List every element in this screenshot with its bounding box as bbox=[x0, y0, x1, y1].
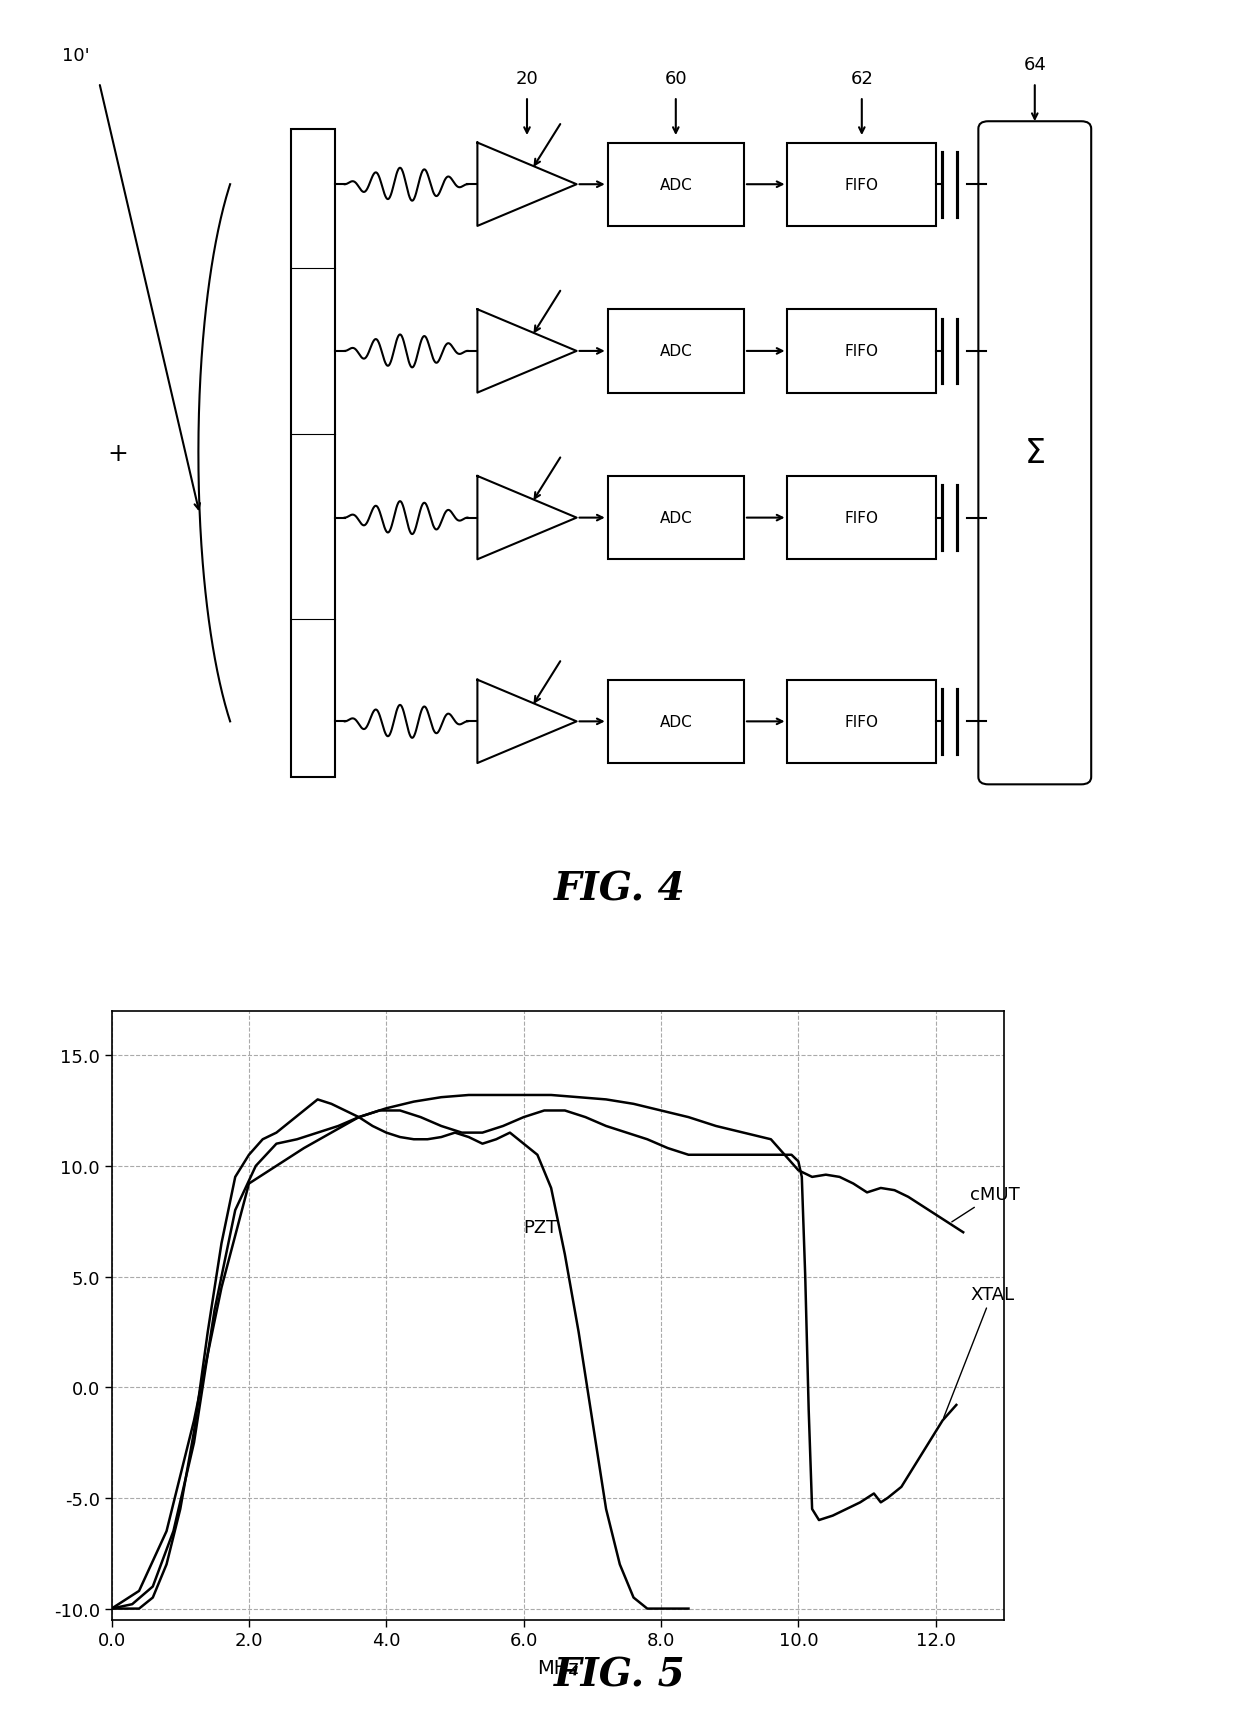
Text: FIFO: FIFO bbox=[844, 345, 879, 360]
Polygon shape bbox=[291, 130, 335, 778]
Text: 62: 62 bbox=[851, 70, 873, 87]
Text: 64: 64 bbox=[1023, 57, 1047, 74]
Text: FIFO: FIFO bbox=[844, 511, 879, 526]
Bar bbox=[787, 680, 936, 763]
Text: FIFO: FIFO bbox=[844, 715, 879, 730]
Text: ADC: ADC bbox=[660, 715, 692, 730]
Text: FIG. 5: FIG. 5 bbox=[554, 1656, 686, 1693]
Bar bbox=[787, 476, 936, 560]
Text: 10': 10' bbox=[62, 46, 89, 65]
X-axis label: MHz: MHz bbox=[537, 1657, 579, 1676]
Bar bbox=[608, 476, 744, 560]
FancyBboxPatch shape bbox=[978, 122, 1091, 785]
Text: FIG. 4: FIG. 4 bbox=[554, 869, 686, 907]
Bar bbox=[608, 144, 744, 226]
Text: +: + bbox=[108, 442, 128, 466]
Text: PZT: PZT bbox=[523, 1219, 558, 1236]
Bar bbox=[608, 310, 744, 394]
Text: cMUT: cMUT bbox=[952, 1186, 1019, 1222]
Text: ADC: ADC bbox=[660, 345, 692, 360]
Text: XTAL: XTAL bbox=[944, 1286, 1014, 1417]
Text: ADC: ADC bbox=[660, 511, 692, 526]
Text: $\Sigma$: $\Sigma$ bbox=[1024, 437, 1045, 470]
Bar bbox=[608, 680, 744, 763]
Text: ADC: ADC bbox=[660, 178, 692, 192]
Bar bbox=[787, 310, 936, 394]
Bar bbox=[787, 144, 936, 226]
Text: 60: 60 bbox=[665, 70, 687, 87]
Text: 20: 20 bbox=[516, 70, 538, 87]
Text: FIFO: FIFO bbox=[844, 178, 879, 192]
